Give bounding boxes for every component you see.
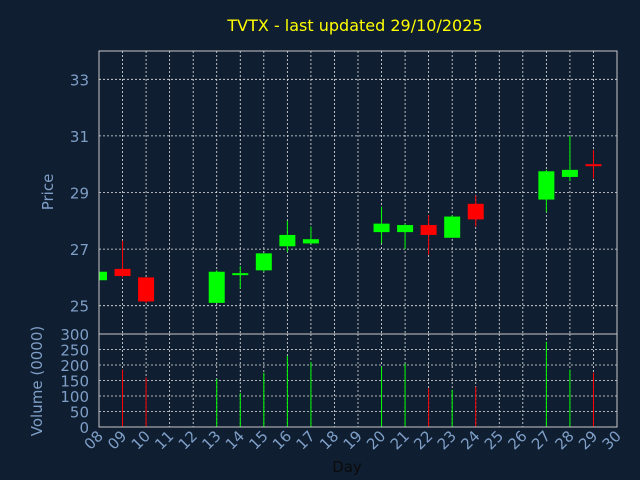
candle-body xyxy=(232,273,249,276)
volume-panel: 0809101112131415161718192021222324252627… xyxy=(60,326,624,453)
volume-tick-label: 150 xyxy=(60,373,89,391)
x-tick-label: 09 xyxy=(104,427,130,453)
candle-body xyxy=(99,271,107,281)
x-tick-label: 29 xyxy=(575,427,601,453)
candle-body xyxy=(114,268,131,276)
x-tick-label: 22 xyxy=(410,427,436,453)
price-axis-label: Price xyxy=(39,174,57,211)
volume-tick-label: 200 xyxy=(60,357,89,375)
x-tick-label: 24 xyxy=(457,427,483,453)
x-tick-label: 30 xyxy=(599,427,625,453)
x-tick-label: 14 xyxy=(222,427,248,453)
volume-frame xyxy=(98,333,618,428)
volume-tick-label: 250 xyxy=(60,342,89,360)
candle-body xyxy=(444,216,461,238)
candle-body xyxy=(585,164,602,167)
candle-body xyxy=(538,171,555,200)
volume-tick-label: 300 xyxy=(60,326,89,344)
x-tick-label: 21 xyxy=(387,427,413,453)
x-tick-label: 18 xyxy=(316,427,342,453)
x-tick-label: 16 xyxy=(269,427,295,453)
candle-body xyxy=(467,203,484,220)
candle-body xyxy=(279,234,296,247)
x-tick-label: 20 xyxy=(363,427,389,453)
x-tick-label: 11 xyxy=(151,427,177,453)
candle-body xyxy=(255,253,272,271)
x-tick-label: 15 xyxy=(245,427,271,453)
x-axis-label: Day xyxy=(332,458,362,476)
price-tick-label: 33 xyxy=(70,71,89,89)
candle-body xyxy=(420,225,437,235)
x-tick-label: 28 xyxy=(552,427,578,453)
price-tick-label: 27 xyxy=(70,241,89,259)
price-panel: 25 27 29 31 33 xyxy=(70,50,618,335)
candle-body xyxy=(302,239,319,244)
volume-tick-label: 100 xyxy=(60,388,89,406)
price-tick-label: 25 xyxy=(70,298,89,316)
x-tick-label: 27 xyxy=(528,427,554,453)
x-tick-label: 17 xyxy=(293,427,319,453)
candle-body xyxy=(138,277,155,302)
x-tick-label: 12 xyxy=(175,427,201,453)
x-tick-label: 10 xyxy=(128,427,154,453)
chart-title: TVTX - last updated 29/10/2025 xyxy=(226,16,482,35)
volume-tick-label: 0 xyxy=(79,419,89,437)
price-tick-label: 31 xyxy=(70,128,89,146)
x-tick-label: 19 xyxy=(340,427,366,453)
candle-body xyxy=(373,223,390,233)
price-tick-label: 29 xyxy=(70,185,89,203)
candle-body xyxy=(561,169,578,177)
candle-body xyxy=(397,225,414,233)
x-tick-label: 26 xyxy=(504,427,530,453)
volume-axis-label: Volume (0000) xyxy=(28,326,46,436)
candle-body xyxy=(208,271,225,303)
x-tick-label: 25 xyxy=(481,427,507,453)
x-tick-label: 23 xyxy=(434,427,460,453)
volume-tick-label: 50 xyxy=(70,404,89,422)
x-tick-label: 13 xyxy=(198,427,224,453)
